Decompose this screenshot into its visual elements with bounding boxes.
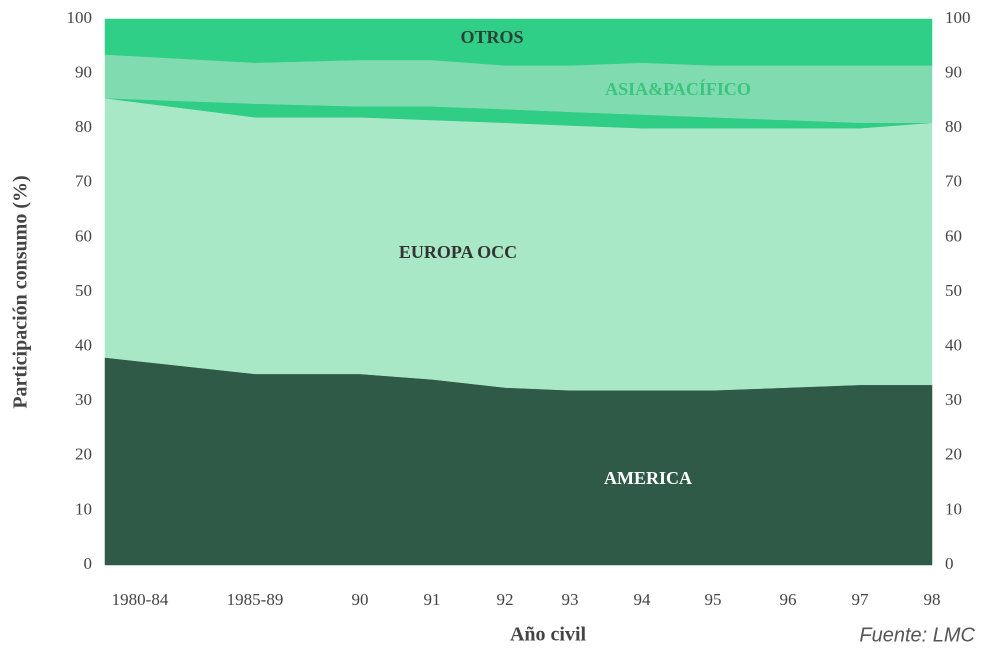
- y2-tick-label: 50: [945, 281, 962, 300]
- x-tick-label: 1980-84: [112, 590, 169, 609]
- series-label: EUROPA OCC: [399, 242, 517, 262]
- y2-tick-label: 60: [945, 226, 962, 245]
- x-tick-label: 96: [780, 590, 797, 609]
- series-label: AMERICA: [604, 468, 692, 488]
- area: [104, 97, 933, 391]
- y2-tick-label: 10: [945, 499, 962, 518]
- series-label: OTROS: [460, 27, 523, 47]
- x-tick-label: 94: [634, 590, 652, 609]
- y-tick-label: 100: [67, 8, 93, 27]
- source: Fuente: LMC: [859, 624, 975, 646]
- y2-tick-label: 40: [945, 336, 962, 355]
- x-tick-label: 1985-89: [227, 590, 284, 609]
- y-tick-label: 10: [75, 499, 92, 518]
- y-tick-label: 40: [75, 336, 92, 355]
- y-tick-label: 60: [75, 226, 92, 245]
- x-tick-label: 97: [852, 590, 870, 609]
- y2-tick-label: 90: [945, 63, 962, 82]
- x-axis-title: Año civil: [510, 624, 587, 646]
- y-tick-label: 0: [84, 554, 93, 573]
- x-tick-label: 92: [497, 590, 514, 609]
- area: [104, 18, 933, 66]
- x-tick-label: 95: [705, 590, 722, 609]
- y2-tick-label: 100: [945, 8, 971, 27]
- y2-tick-label: 20: [945, 445, 962, 464]
- x-tick-label: 91: [424, 590, 441, 609]
- y-axis-title: Participación consumo (%): [10, 175, 32, 408]
- area: [104, 357, 933, 566]
- y-tick-label: 80: [75, 117, 92, 136]
- y-tick-label: 70: [75, 172, 92, 191]
- y-tick-label: 90: [75, 63, 92, 82]
- x-tick-label: 93: [562, 590, 579, 609]
- y-tick-label: 20: [75, 445, 92, 464]
- y2-tick-label: 0: [945, 554, 954, 573]
- y2-tick-label: 80: [945, 117, 962, 136]
- series-label: ASIA&PACÍFICO: [605, 78, 751, 99]
- y-tick-label: 50: [75, 281, 92, 300]
- y-tick-label: 30: [75, 390, 92, 409]
- y2-tick-label: 30: [945, 390, 962, 409]
- x-tick-label: 90: [352, 590, 369, 609]
- x-tick-label: 98: [924, 590, 941, 609]
- y2-tick-label: 70: [945, 172, 962, 191]
